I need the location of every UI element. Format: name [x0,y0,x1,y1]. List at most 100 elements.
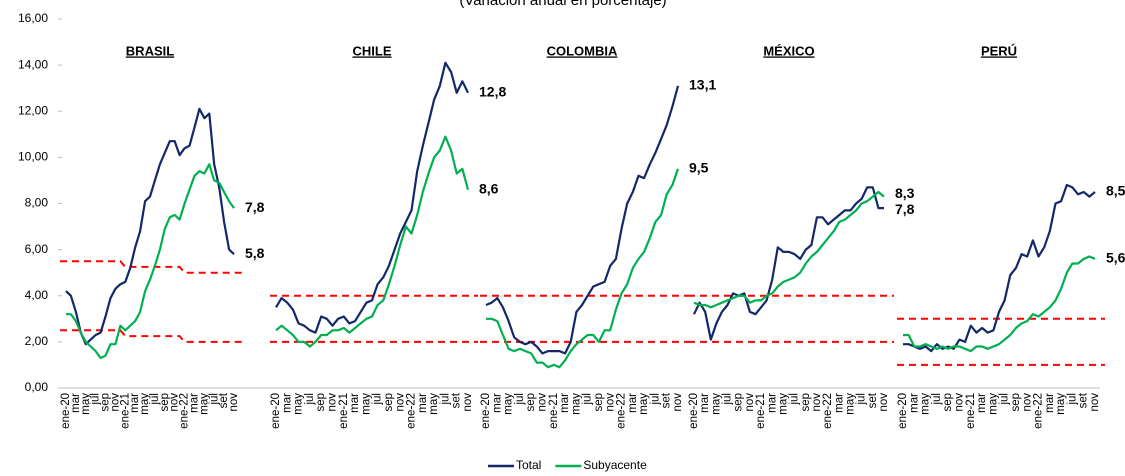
series-line [275,135,470,348]
x-tick-label: sep [942,393,954,412]
end-label: 12,8 [479,84,506,100]
x-tick-label: jul [514,393,526,406]
y-tick-label: 0,00 [25,380,49,394]
x-tick-label: nov [604,393,616,412]
x-tick-label: may [80,393,92,415]
end-label: 8,5 [1106,183,1125,199]
panel-title: CHILE [353,43,392,58]
x-tick-label: ene-21 [338,393,350,429]
x-tick-label: jul [649,393,661,406]
y-tick-label: 10,00 [18,150,48,164]
x-tick-label: set [661,392,673,408]
x-tick-label: nov [169,393,181,412]
x-tick-label: jul [90,393,102,406]
x-tick-label: ene-22 [406,393,418,429]
series-line [65,107,235,346]
x-tick-label: sep [100,393,112,412]
x-tick-label: may [920,393,932,415]
x-tick-label: jul [149,393,161,406]
x-tick-label: nov [327,393,339,412]
x-tick-label: ene-22 [179,393,191,429]
x-tick-label: set [218,392,230,408]
panel-title: BRASIL [126,43,174,58]
x-tick-label: nov [744,393,756,412]
x-tick-label: mar [699,393,711,413]
x-tick-label: jul [722,393,734,406]
x-tick-label: set [1078,392,1090,408]
end-label: 7,8 [895,201,915,217]
x-tick-label: jul [582,393,594,406]
series-line [903,183,1096,353]
x-tick-label: ene-21 [965,393,977,429]
x-tick-label: nov [1021,393,1033,412]
x-tick-label: mar [559,393,571,413]
x-tick-label: ene-22 [1033,393,1045,429]
y-tick-label: 12,00 [18,103,48,117]
x-tick-label: mar [70,393,82,413]
x-tick-label: nov [462,393,474,412]
x-tick-label: ene-22 [822,393,834,429]
x-tick-label: may [710,393,722,415]
end-label: 13,1 [689,77,716,93]
end-label: 5,8 [245,245,265,261]
x-tick-label: ene-22 [616,393,628,429]
series-line [903,255,1096,353]
x-tick-label: mar [491,393,503,413]
x-tick-label: mar [833,393,845,413]
x-tick-label: nov [672,393,684,412]
series-line [485,85,680,355]
x-tick-label: sep [800,393,812,412]
x-tick-label: sep [733,393,745,412]
y-tick-label: 16,00 [18,11,48,25]
x-tick-label: may [638,393,650,415]
x-tick-label: mar [129,393,141,413]
series-line [275,61,469,334]
legend-label: Subyacente [583,458,647,472]
x-tick-label: nov [878,393,890,412]
y-tick-label: 14,00 [18,57,48,71]
panel-title: MÉXICO [763,43,814,58]
end-label: 8,6 [479,180,499,196]
x-tick-label: jul [208,393,220,406]
x-tick-label: may [777,393,789,415]
series-line [66,163,235,360]
x-tick-label: mar [417,393,429,413]
x-tick-label: may [293,393,305,415]
y-tick-label: 4,00 [25,288,49,302]
panel-title: COLOMBIA [547,43,618,58]
x-tick-label: nov [109,393,121,412]
x-tick-label: nov [954,393,966,412]
series-line [693,186,884,341]
x-tick-label: mar [627,393,639,413]
series-line [693,190,885,309]
x-tick-label: may [570,393,582,415]
x-tick-label: ene-21 [548,393,560,429]
end-label: 9,5 [689,160,709,176]
x-tick-label: ene-21 [119,393,131,429]
x-tick-label: jul [1066,393,1078,406]
y-tick-label: 2,00 [25,334,49,348]
end-label: 8,3 [895,185,915,201]
series-line [486,168,680,369]
x-tick-label: may [503,393,515,415]
y-tick-label: 6,00 [25,242,49,256]
x-tick-label: sep [315,393,327,412]
target-line [60,329,244,343]
x-tick-label: ene-20 [688,393,700,429]
end-label: 7,8 [245,199,265,215]
x-tick-label: nov [537,393,549,412]
x-tick-label: jul [789,393,801,406]
x-tick-label: sep [383,393,395,412]
panel-title: PERÚ [981,43,1017,58]
x-tick-label: sep [525,393,537,412]
x-tick-label: jul [931,393,943,406]
x-tick-label: nov [811,393,823,412]
chart-subtitle: (Variación anual en porcentaje) [459,0,666,9]
x-tick-label: may [198,393,210,415]
x-tick-label: jul [372,393,384,406]
x-tick-label: set [451,392,463,408]
x-tick-label: ene-20 [480,393,492,429]
x-tick-label: sep [1010,393,1022,412]
x-tick-label: nov [394,393,406,412]
